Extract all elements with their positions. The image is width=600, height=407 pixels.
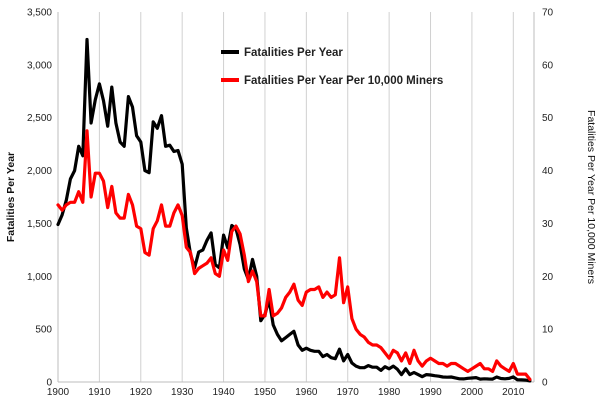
left-y-tick-label: 2,000 xyxy=(27,166,52,177)
right-y-tick-label: 60 xyxy=(542,60,554,71)
x-tick-label: 1960 xyxy=(295,387,318,398)
x-tick-label: 2000 xyxy=(461,387,484,398)
series-line-fatalities-per-10000-miners xyxy=(56,129,532,381)
x-tick-label: 1990 xyxy=(419,387,442,398)
legend: Fatalities Per Year Fatalities Per Year … xyxy=(221,47,443,87)
right-y-tick-label: 0 xyxy=(542,378,548,389)
right-y-axis-title: Fatalities Per Year Per 10,000 Miners xyxy=(585,110,597,284)
x-tick-label: 1940 xyxy=(212,387,235,398)
axes xyxy=(57,12,535,383)
right-y-tick-label: 30 xyxy=(542,219,554,230)
legend-label-fatalities-per-year: Fatalities Per Year xyxy=(244,47,343,59)
x-tick-label: 1970 xyxy=(337,387,360,398)
series-line-fatalities-per-year xyxy=(56,37,532,383)
left-y-tick-label: 1,000 xyxy=(27,272,52,283)
right-y-tick-label: 50 xyxy=(542,113,554,124)
left-y-tick-label: 500 xyxy=(35,325,52,336)
right-y-tick-label: 20 xyxy=(542,272,554,283)
left-y-tick-label: 3,500 xyxy=(27,8,52,19)
left-y-tick-label: 1,500 xyxy=(27,219,52,230)
left-y-tick-label: 0 xyxy=(46,378,52,389)
x-tick-label: 1930 xyxy=(171,387,194,398)
right-y-tick-label: 40 xyxy=(542,166,554,177)
tick-labels: 1900 1910 1920 1930 1940 1950 1960 1970 1980 1990… xyxy=(27,8,554,399)
left-y-tick-label: 2,500 xyxy=(27,113,52,124)
x-tick-label: 1980 xyxy=(378,387,401,398)
legend-label-fatalities-per-10000-miners: Fatalities Per Year Per 10,000 Miners xyxy=(244,75,443,87)
x-tick-label: 1920 xyxy=(130,387,153,398)
x-tick-label: 2010 xyxy=(502,387,525,398)
series-lines xyxy=(56,37,532,383)
left-y-tick-label: 3,000 xyxy=(27,60,52,71)
x-tick-label: 1900 xyxy=(47,387,70,398)
x-tick-label: 1950 xyxy=(254,387,277,398)
right-y-tick-label: 10 xyxy=(542,325,554,336)
right-y-tick-label: 70 xyxy=(542,8,554,19)
gridlines xyxy=(57,12,514,382)
left-y-axis-title: Fatalities Per Year xyxy=(5,152,17,242)
x-tick-label: 1910 xyxy=(88,387,111,398)
